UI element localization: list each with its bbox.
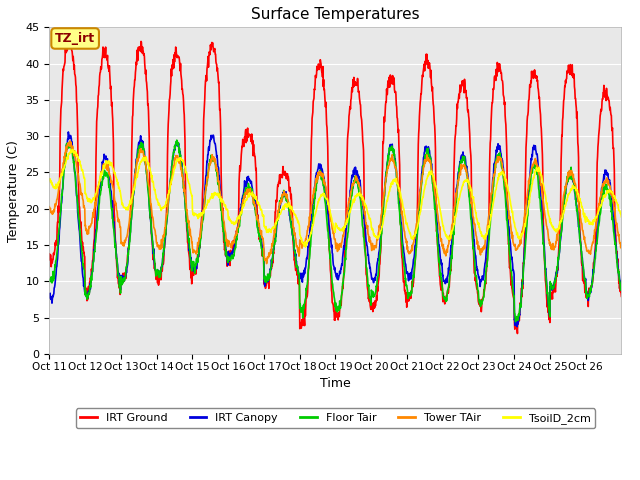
IRT Ground xyxy=(135,46,143,51)
TsoilD_2cm xyxy=(618,214,625,220)
IRT Ground xyxy=(310,96,318,101)
Tower TAir xyxy=(66,138,74,144)
Tower TAir xyxy=(263,261,271,266)
IRT Canopy xyxy=(513,324,521,330)
IRT Canopy xyxy=(618,287,625,292)
IRT Ground xyxy=(471,271,479,276)
Floor Tair xyxy=(173,137,180,143)
TsoilD_2cm xyxy=(69,146,77,152)
TsoilD_2cm xyxy=(45,177,53,182)
Line: Floor Tair: Floor Tair xyxy=(49,140,621,322)
IRT Ground xyxy=(513,331,521,336)
Title: Surface Temperatures: Surface Temperatures xyxy=(251,7,420,22)
Floor Tair xyxy=(555,252,563,258)
IRT Canopy xyxy=(321,180,328,186)
IRT Canopy xyxy=(555,253,563,259)
IRT Ground xyxy=(555,247,563,252)
Tower TAir xyxy=(310,190,318,195)
IRT Ground xyxy=(65,38,72,44)
Tower TAir xyxy=(471,222,479,228)
Floor Tair xyxy=(618,285,625,290)
IRT Ground xyxy=(321,94,328,100)
Tower TAir xyxy=(321,182,329,188)
Floor Tair xyxy=(45,277,53,283)
Floor Tair xyxy=(310,206,318,212)
Floor Tair xyxy=(471,258,479,264)
Tower TAir xyxy=(135,155,143,161)
TsoilD_2cm xyxy=(135,165,143,171)
IRT Canopy xyxy=(45,294,53,300)
Tower TAir xyxy=(555,226,563,232)
TsoilD_2cm xyxy=(301,244,309,250)
X-axis label: Time: Time xyxy=(320,377,351,390)
TsoilD_2cm xyxy=(471,206,479,212)
IRT Ground xyxy=(611,203,618,209)
IRT Canopy xyxy=(65,129,72,135)
IRT Canopy xyxy=(135,139,143,145)
Line: IRT Ground: IRT Ground xyxy=(49,41,621,334)
IRT Ground xyxy=(618,293,625,299)
TsoilD_2cm xyxy=(321,194,329,200)
IRT Canopy xyxy=(611,227,618,233)
Tower TAir xyxy=(45,204,53,210)
Line: TsoilD_2cm: TsoilD_2cm xyxy=(49,149,621,247)
IRT Ground xyxy=(45,251,53,257)
Floor Tair xyxy=(611,239,618,244)
TsoilD_2cm xyxy=(310,215,318,220)
Y-axis label: Temperature (C): Temperature (C) xyxy=(7,140,20,241)
Floor Tair xyxy=(512,319,520,324)
Floor Tair xyxy=(321,197,328,203)
Tower TAir xyxy=(618,245,625,251)
Legend: IRT Ground, IRT Canopy, Floor Tair, Tower TAir, TsoilD_2cm: IRT Ground, IRT Canopy, Floor Tair, Towe… xyxy=(76,408,595,428)
Floor Tair xyxy=(135,149,143,155)
IRT Canopy xyxy=(310,190,318,196)
TsoilD_2cm xyxy=(611,195,618,201)
Text: TZ_irt: TZ_irt xyxy=(55,32,95,45)
Tower TAir xyxy=(611,205,618,211)
IRT Canopy xyxy=(471,247,479,252)
Line: IRT Canopy: IRT Canopy xyxy=(49,132,621,327)
TsoilD_2cm xyxy=(555,225,563,230)
Line: Tower TAir: Tower TAir xyxy=(49,141,621,264)
